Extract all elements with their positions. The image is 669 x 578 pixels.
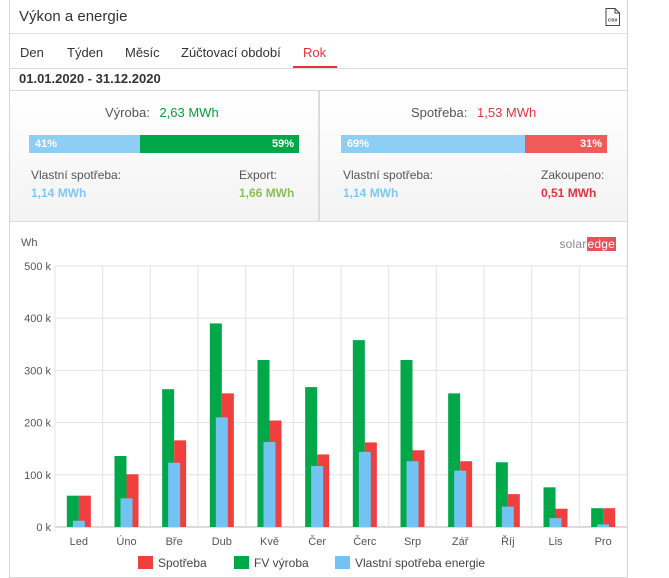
x-tick-label: Úno xyxy=(116,535,136,548)
tab-year[interactable]: Rok xyxy=(303,45,327,60)
tab-billing-period[interactable]: Zúčtovací období xyxy=(181,45,281,60)
energy-summary: Výroba: 2,63 MWh 41% 59% Vlastní spotřeb… xyxy=(10,90,627,222)
consumption-label: Spotřeba: xyxy=(411,105,468,120)
production-self-value: 1,14 MWh xyxy=(31,186,87,200)
production-split-bar: 41% 59% xyxy=(29,135,299,153)
bar-vlastni-spotreba xyxy=(597,524,610,527)
x-tick-label: Zář xyxy=(452,536,469,548)
legend-swatch xyxy=(138,556,153,569)
x-tick-label: Pro xyxy=(595,536,612,548)
svg-text:CSV: CSV xyxy=(608,18,618,23)
bar-vlastni-spotreba xyxy=(72,520,85,527)
x-tick-label: Dub xyxy=(212,536,232,548)
purchased-value: 0,51 MWh xyxy=(541,186,597,200)
x-tick-label: Čer xyxy=(308,535,326,548)
legend-swatch xyxy=(234,556,249,569)
bar-vlastni-spotreba xyxy=(168,462,181,527)
summary-divider xyxy=(318,91,320,221)
widget-header: Výkon a energie CSV xyxy=(10,0,627,34)
bar-chart-svg: Wh 0 k 100 k 200 k 300 k 400 k 500 k Led Úno Bře D… xyxy=(21,237,628,570)
bar-fv-vyroba xyxy=(66,495,79,527)
production-value: 2,63 MWh xyxy=(159,105,219,120)
bar-spotreba xyxy=(603,508,616,527)
energy-widget: Výkon a energie CSV Den Týden Měsíc Zúčt… xyxy=(9,0,628,578)
production-export-segment: 59% xyxy=(140,135,299,153)
bar-vlastni-spotreba xyxy=(406,461,419,527)
consumption-split-bar: 69% 31% xyxy=(341,135,607,153)
consumption-self-segment: 69% xyxy=(341,135,525,153)
legend-swatch xyxy=(335,556,350,569)
consumption-header: Spotřeba: 1,53 MWh xyxy=(411,105,536,120)
bar-vlastni-spotreba xyxy=(215,417,228,527)
x-tick-label: Lis xyxy=(548,536,563,548)
production-label: Výroba: xyxy=(105,105,150,120)
active-tab-indicator xyxy=(293,66,337,68)
widget-title: Výkon a energie xyxy=(19,8,128,25)
x-tick-label: Srp xyxy=(404,536,421,548)
tab-day[interactable]: Den xyxy=(20,45,44,60)
bar-vlastni-spotreba xyxy=(311,465,324,527)
x-tick-label: Říj xyxy=(501,535,514,548)
y-tick-label: 400 k xyxy=(24,313,51,325)
bar-fv-vyroba xyxy=(543,487,556,527)
y-axis-label: Wh xyxy=(21,237,38,249)
production-header: Výroba: 2,63 MWh xyxy=(105,105,219,120)
bar-vlastni-spotreba xyxy=(454,470,467,527)
legend-label: Spotřeba xyxy=(158,556,207,570)
x-tick-label: Kvě xyxy=(260,536,279,548)
date-range: 01.01.2020 - 31.12.2020 xyxy=(19,71,161,86)
consumption-value: 1,53 MWh xyxy=(477,105,537,120)
y-tick-label: 500 k xyxy=(24,261,51,273)
consumption-self-value: 1,14 MWh xyxy=(343,186,399,200)
bar-vlastni-spotreba xyxy=(263,441,276,527)
production-self-label: Vlastní spotřeba: xyxy=(31,168,122,182)
bar-vlastni-spotreba xyxy=(501,506,514,527)
bar-vlastni-spotreba xyxy=(549,518,562,527)
production-self-segment: 41% xyxy=(29,135,140,153)
csv-export-icon[interactable]: CSV xyxy=(605,8,620,26)
x-tick-label: Bře xyxy=(166,536,183,548)
energy-chart: solaredge Wh 0 k 100 k 200 k 300 k 400 k 500 k… xyxy=(10,222,628,578)
x-tick-label: Čerc xyxy=(353,535,377,548)
legend-label: Vlastní spotřeba energie xyxy=(355,556,485,570)
y-tick-label: 300 k xyxy=(24,365,51,377)
consumption-self-label: Vlastní spotřeba: xyxy=(343,168,434,182)
legend-label: FV výroba xyxy=(254,556,309,570)
y-tick-label: 0 k xyxy=(36,522,51,534)
tab-month[interactable]: Měsíc xyxy=(125,45,160,60)
y-tick-label: 200 k xyxy=(24,418,51,430)
bar-fv-vyroba xyxy=(591,508,604,527)
y-tick-label: 100 k xyxy=(24,470,51,482)
purchased-label: Zakoupeno: xyxy=(541,168,605,182)
tab-week[interactable]: Týden xyxy=(67,45,104,60)
solaredge-logo: solaredge xyxy=(559,237,616,251)
period-tabs: Den Týden Měsíc Zúčtovací období Rok xyxy=(10,34,627,69)
bar-vlastni-spotreba xyxy=(120,498,133,527)
export-value: 1,66 MWh xyxy=(239,186,295,200)
bar-spotreba xyxy=(78,495,91,527)
consumption-purchased-segment: 31% xyxy=(525,135,607,153)
export-label: Export: xyxy=(239,168,278,182)
x-tick-label: Led xyxy=(70,536,88,548)
bar-vlastni-spotreba xyxy=(358,451,371,527)
